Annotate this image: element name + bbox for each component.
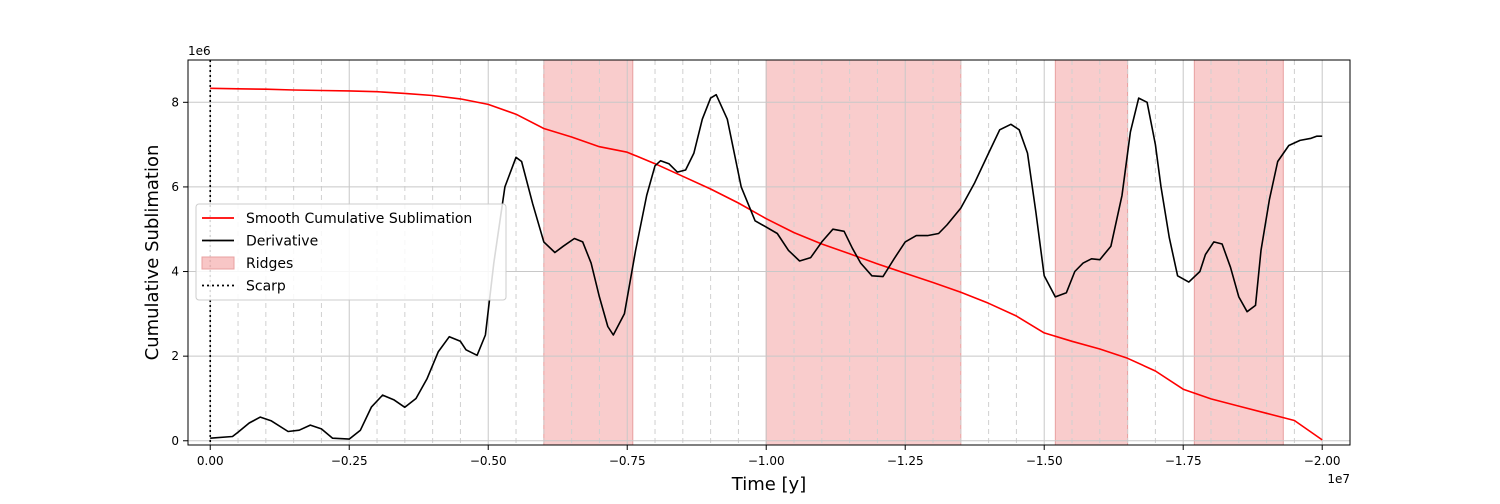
x-tick-label: −0.50	[470, 454, 507, 468]
legend: Smooth Cumulative Sublimation Derivative R…	[195, 203, 507, 301]
x-tick-label: −0.25	[331, 454, 368, 468]
y-tick-label: 4	[171, 265, 179, 279]
y-axis-ticks: 0 2 4 6 8	[171, 95, 188, 448]
y-tick-label: 0	[171, 434, 179, 448]
x-tick-label: −1.75	[1165, 454, 1202, 468]
x-axis-label: Time [y]	[731, 474, 806, 495]
ridge-span	[543, 59, 634, 446]
legend-label: Derivative	[246, 234, 318, 250]
legend-label: Ridges	[246, 256, 293, 272]
y-tick-label: 2	[171, 349, 179, 363]
major-gridlines	[188, 60, 1350, 445]
ridge-span	[1054, 59, 1129, 446]
smooth-cumulative-sublimation-line	[210, 87, 1323, 441]
x-tick-label: −1.50	[1026, 454, 1063, 468]
x-tick-label: −0.75	[609, 454, 646, 468]
x-axis-offset-text: 1e7	[1327, 472, 1350, 486]
x-tick-label: −1.00	[748, 454, 785, 468]
series-lines	[210, 87, 1323, 441]
x-axis-ticks: 0.00 −0.25 −0.50 −0.75 −1.00 −1.25 −1.50 −1.75 −…	[197, 445, 1341, 468]
y-axis-offset-text: 1e6	[188, 44, 211, 58]
x-tick-label: −2.00	[1304, 454, 1341, 468]
plot-frame	[187, 59, 1351, 446]
legend-box	[195, 203, 507, 301]
y-tick-label: 6	[171, 180, 179, 194]
y-axis-label: Cumulative Sublimation	[142, 145, 163, 361]
legend-label: Scarp	[246, 279, 286, 295]
derivative-line	[210, 93, 1323, 440]
y-tick-label: 8	[171, 95, 179, 109]
x-tick-label: −1.25	[887, 454, 924, 468]
ridge-span	[765, 59, 962, 446]
legend-label: Smooth Cumulative Sublimation	[246, 211, 472, 227]
legend-swatch	[201, 256, 235, 270]
x-tick-label: 0.00	[197, 454, 224, 468]
